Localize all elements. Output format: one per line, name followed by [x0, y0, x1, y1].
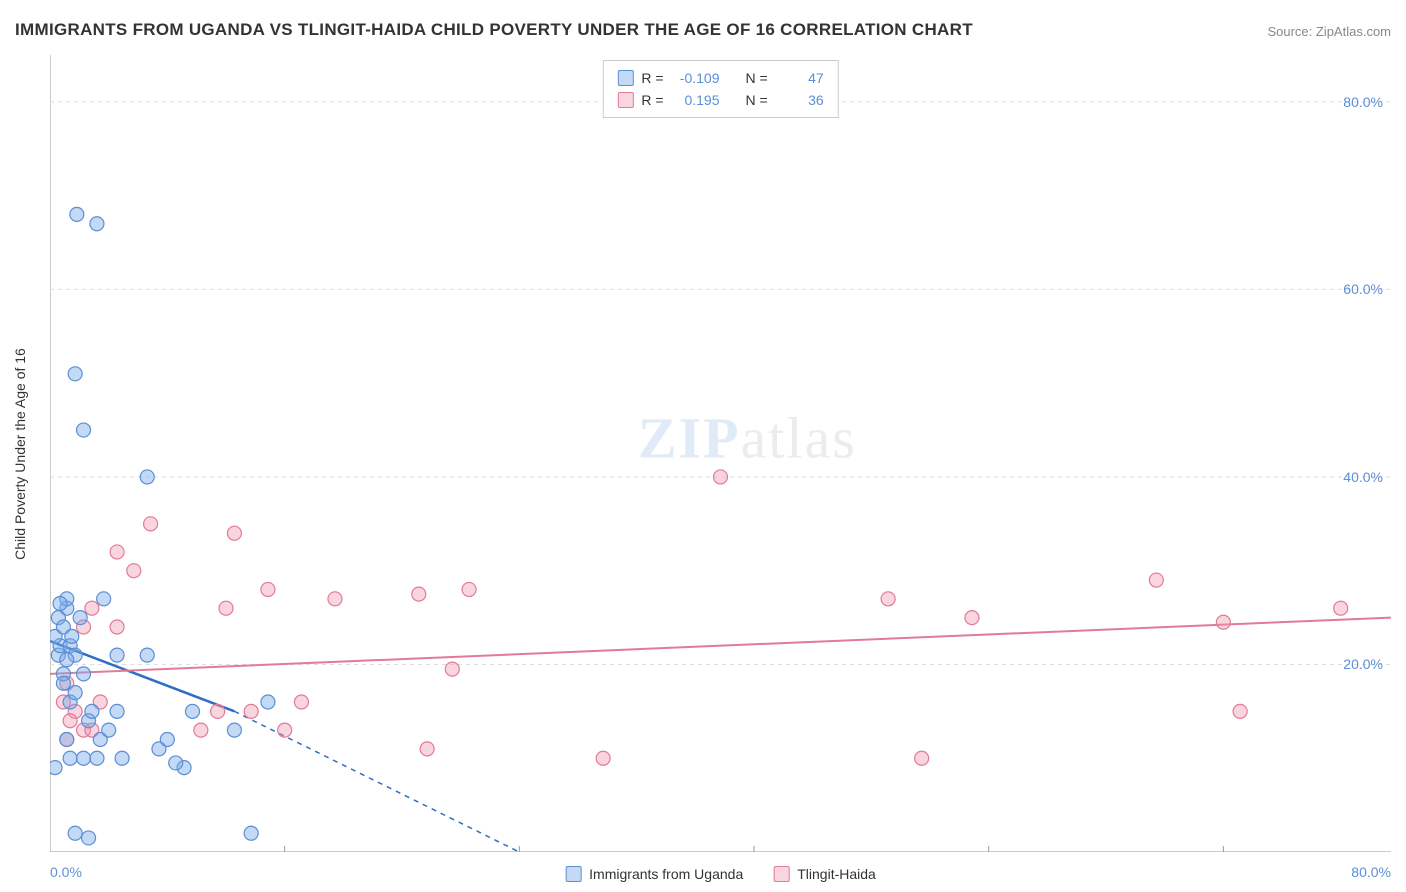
y-tick-label: 80.0%	[1343, 94, 1383, 110]
legend-item-series2: Tlingit-Haida	[773, 866, 876, 882]
series-legend: Immigrants from Uganda Tlingit-Haida	[565, 866, 876, 882]
y-tick-label: 40.0%	[1343, 469, 1383, 485]
swatch-series1	[565, 866, 581, 882]
y-tick-label: 60.0%	[1343, 281, 1383, 297]
legend-item-series1: Immigrants from Uganda	[565, 866, 743, 882]
x-tick-label: 0.0%	[50, 864, 82, 880]
swatch-series2	[773, 866, 789, 882]
scatter-plot	[50, 55, 1391, 852]
source-attribution: Source: ZipAtlas.com	[1267, 24, 1391, 39]
swatch-series1	[617, 70, 633, 86]
chart-title: IMMIGRANTS FROM UGANDA VS TLINGIT-HAIDA …	[15, 20, 973, 40]
swatch-series2	[617, 92, 633, 108]
x-tick-label: 80.0%	[1351, 864, 1391, 880]
stats-row-series1: R = -0.109 N = 47	[617, 67, 823, 89]
chart-container: Child Poverty Under the Age of 16 ZIPatl…	[50, 55, 1391, 852]
y-tick-label: 20.0%	[1343, 656, 1383, 672]
correlation-stats-legend: R = -0.109 N = 47 R = 0.195 N = 36	[602, 60, 838, 118]
y-axis-label: Child Poverty Under the Age of 16	[12, 348, 28, 560]
stats-row-series2: R = 0.195 N = 36	[617, 89, 823, 111]
